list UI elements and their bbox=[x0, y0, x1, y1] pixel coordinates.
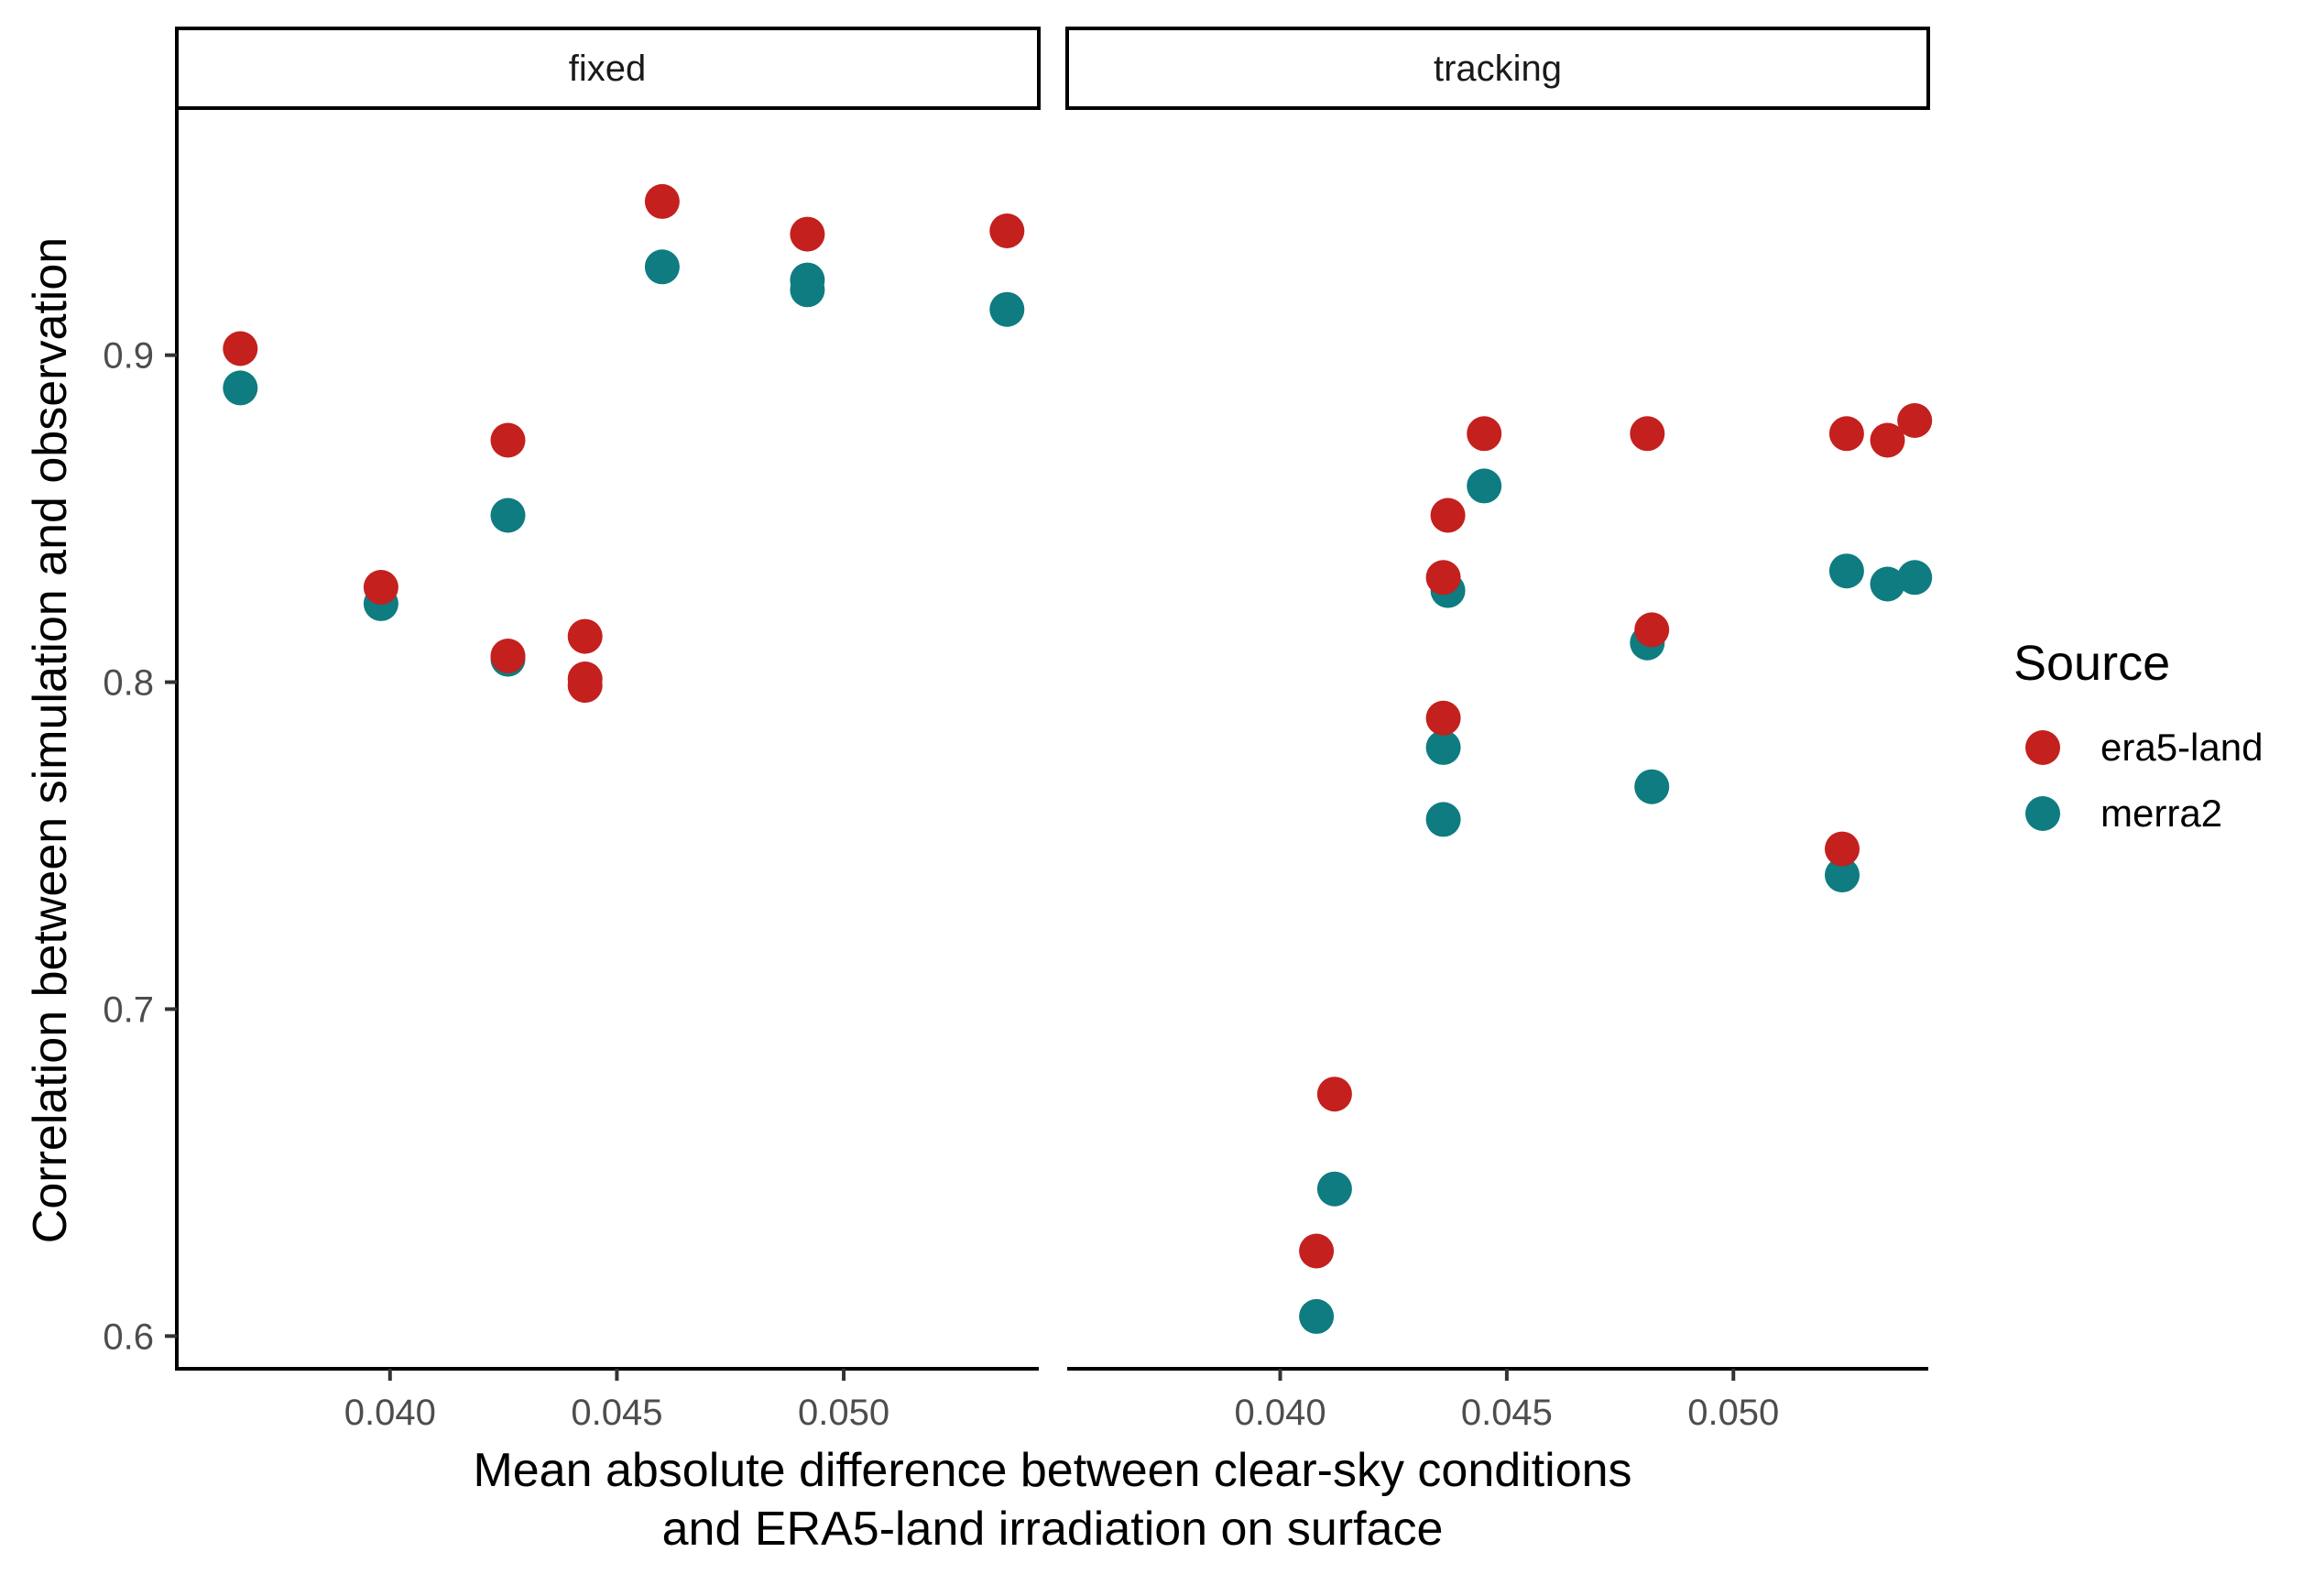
x-axis-title-line1: Mean absolute difference between clear-s… bbox=[473, 1444, 1631, 1497]
point-tracking-era5-land bbox=[1870, 422, 1905, 458]
x-tick-label: 0.040 bbox=[344, 1393, 436, 1433]
point-fixed-merra2 bbox=[790, 272, 825, 308]
point-tracking-era5-land bbox=[1634, 612, 1670, 648]
y-tick-label: 0.7 bbox=[103, 989, 154, 1030]
point-tracking-merra2 bbox=[1828, 553, 1864, 589]
x-tick-label: 0.045 bbox=[571, 1393, 662, 1433]
point-tracking-era5-land bbox=[1825, 831, 1860, 867]
point-tracking-merra2 bbox=[1467, 468, 1502, 504]
strip-label-fixed: fixed bbox=[569, 49, 647, 89]
point-fixed-merra2 bbox=[644, 249, 680, 285]
strip-tracking: tracking bbox=[1065, 27, 1930, 110]
point-tracking-era5-land bbox=[1316, 1077, 1352, 1112]
legend-label-era5-land: era5-land bbox=[2100, 726, 2263, 769]
point-fixed-era5-land bbox=[490, 639, 526, 673]
y-axis-ticks: 0.6 0.7 0.8 0.9 bbox=[103, 336, 177, 1357]
x-tick-label: 0.050 bbox=[798, 1393, 889, 1433]
point-fixed-merra2 bbox=[223, 370, 258, 406]
point-tracking-merra2 bbox=[1299, 1298, 1335, 1334]
point-fixed-era5-land bbox=[567, 618, 603, 654]
point-tracking-era5-land bbox=[1430, 497, 1466, 533]
point-tracking-era5-land bbox=[1828, 416, 1864, 452]
point-tracking-era5-land bbox=[1897, 403, 1933, 438]
point-tracking-era5-land bbox=[1425, 700, 1461, 736]
point-fixed-era5-land bbox=[644, 183, 680, 219]
legend-swatch-era5-land bbox=[2025, 730, 2060, 765]
x-tick-label: 0.045 bbox=[1461, 1393, 1553, 1433]
point-tracking-era5-land bbox=[1630, 416, 1665, 452]
y-tick-label: 0.6 bbox=[103, 1317, 154, 1357]
point-fixed-era5-land bbox=[567, 668, 603, 704]
axes bbox=[175, 110, 1928, 1371]
data-points bbox=[223, 183, 1933, 1334]
point-fixed-era5-land bbox=[989, 213, 1025, 248]
x-tick-label: 0.050 bbox=[1687, 1393, 1779, 1433]
point-fixed-merra2 bbox=[490, 497, 526, 533]
point-tracking-era5-land bbox=[1299, 1233, 1335, 1269]
point-tracking-era5-land bbox=[1425, 560, 1461, 596]
y-tick-label: 0.9 bbox=[103, 336, 154, 377]
point-fixed-era5-land bbox=[790, 216, 825, 252]
legend: Source era5-land merra2 bbox=[2013, 636, 2263, 835]
point-tracking-merra2 bbox=[1425, 802, 1461, 837]
point-fixed-merra2 bbox=[989, 291, 1025, 327]
x-axis-title-line2: and ERA5-land irradiation on surface bbox=[662, 1503, 1444, 1556]
point-tracking-merra2 bbox=[1825, 858, 1860, 893]
strip-label-tracking: tracking bbox=[1434, 49, 1562, 89]
y-axis-title: Correlation between simulation and obser… bbox=[24, 237, 77, 1243]
x-tick-label: 0.040 bbox=[1234, 1393, 1326, 1433]
point-fixed-era5-land bbox=[223, 331, 258, 366]
legend-label-merra2: merra2 bbox=[2100, 792, 2222, 835]
point-tracking-merra2 bbox=[1634, 769, 1670, 804]
point-fixed-era5-land bbox=[363, 570, 398, 605]
point-tracking-merra2 bbox=[1897, 560, 1933, 596]
y-tick-label: 0.8 bbox=[103, 663, 154, 704]
legend-title: Source bbox=[2013, 636, 2170, 691]
point-tracking-merra2 bbox=[1316, 1171, 1352, 1207]
point-tracking-merra2 bbox=[1425, 729, 1461, 765]
point-tracking-merra2 bbox=[1870, 566, 1905, 602]
legend-swatch-merra2 bbox=[2025, 796, 2060, 831]
strip-fixed: fixed bbox=[175, 27, 1041, 110]
x-axis-ticks: 0.040 0.045 0.050 0.040 0.045 0.050 bbox=[344, 1369, 1779, 1433]
point-fixed-era5-land bbox=[490, 422, 526, 458]
point-tracking-era5-land bbox=[1467, 416, 1502, 452]
